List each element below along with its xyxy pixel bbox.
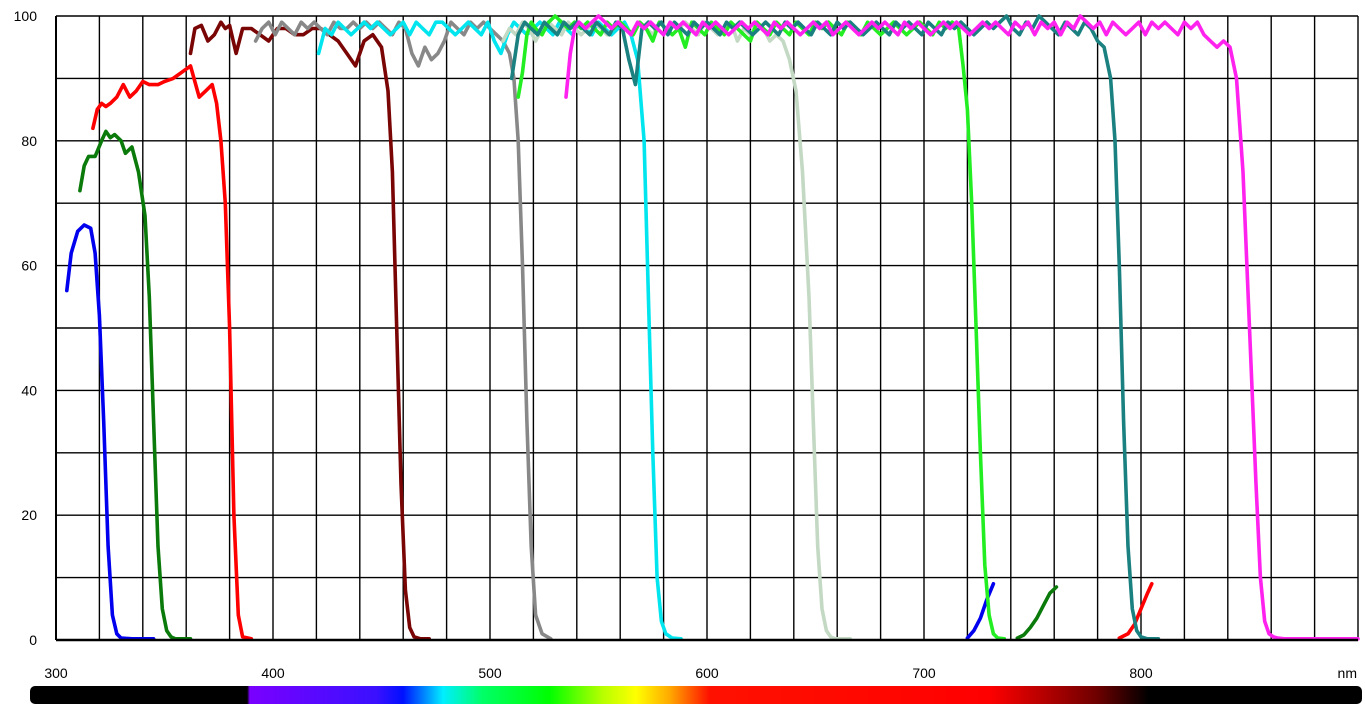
series-line-4 (1015, 585, 1059, 640)
series-line-7 (188, 20, 431, 641)
x-axis-unit-label: nm (1338, 665, 1357, 681)
x-tick-label: 400 (261, 665, 285, 681)
series-line-3 (78, 129, 193, 641)
tick-labels: 300 400 500 600 700 800 0 20 40 60 80 100 (14, 8, 1153, 681)
series-lines (65, 14, 1360, 641)
y-tick-label: 60 (21, 258, 37, 274)
color-spectrum-bar (30, 686, 1362, 704)
x-tick-label: 800 (1129, 665, 1153, 681)
series-line-8 (253, 20, 553, 641)
series-line-6 (1117, 582, 1154, 640)
y-tick-label: 20 (21, 507, 37, 523)
axes (55, 16, 1358, 642)
x-tick-label: 700 (912, 665, 936, 681)
series-line-13 (564, 14, 1360, 641)
y-tick-label: 100 (14, 8, 38, 24)
y-tick-label: 0 (29, 632, 37, 648)
series-line-5 (91, 64, 254, 641)
series-line-10 (501, 20, 852, 641)
grid (55, 15, 1359, 641)
y-tick-label: 40 (21, 382, 37, 398)
y-tick-label: 80 (21, 133, 37, 149)
x-tick-label: 600 (695, 665, 719, 681)
x-tick-label: 300 (44, 665, 68, 681)
series-line-9 (316, 20, 683, 641)
x-tick-label: 500 (478, 665, 502, 681)
series-line-1 (65, 223, 156, 641)
